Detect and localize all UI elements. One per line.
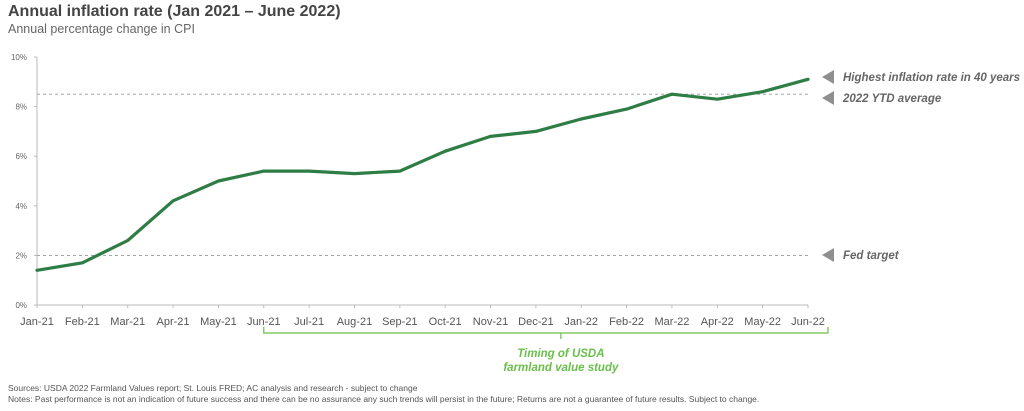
- x-tick-label: May-21: [200, 316, 237, 328]
- inflation-series-line: [35, 77, 810, 272]
- x-tick-label: Feb-21: [65, 316, 100, 328]
- annotation-arrow-icon: [822, 70, 834, 84]
- annotation-label: Fed target: [843, 250, 900, 262]
- usda-study-bracket: [263, 327, 829, 339]
- data-point: [534, 130, 538, 133]
- chart-subtitle: Annual percentage change in CPI: [8, 22, 195, 36]
- data-point: [670, 92, 674, 96]
- x-tick-label: Apr-21: [157, 316, 190, 328]
- annotation-arrow-icon: [822, 248, 834, 262]
- x-tick-label: Jan-21: [20, 316, 54, 328]
- x-tick-label: Sep-21: [382, 316, 417, 328]
- bracket-label-line1: Timing of USDA: [517, 348, 604, 360]
- data-point: [171, 199, 175, 203]
- data-point: [307, 169, 311, 173]
- y-tick-label: 4%: [15, 202, 27, 211]
- disclaimer-note: Notes: Past performance is not an indica…: [8, 394, 760, 404]
- data-point: [443, 149, 447, 153]
- x-tick-label: Feb-22: [609, 316, 644, 328]
- data-point: [489, 134, 492, 138]
- x-tick-label: May-22: [744, 316, 781, 328]
- x-tick-label: Aug-21: [337, 316, 372, 328]
- data-point: [262, 169, 266, 173]
- annotation-arrow-icon: [822, 91, 834, 105]
- data-point: [126, 239, 130, 242]
- x-tick-label: Mar-21: [110, 316, 145, 328]
- x-tick-label: Jul-21: [294, 316, 324, 328]
- data-point: [35, 268, 39, 272]
- y-tick-label: 10%: [11, 53, 27, 62]
- y-tick-label: 2%: [15, 251, 27, 260]
- data-point: [715, 97, 719, 101]
- sources-note: Sources: USDA 2022 Farmland Values repor…: [8, 383, 418, 393]
- x-tick-label: Nov-21: [473, 316, 508, 328]
- data-point: [761, 90, 765, 94]
- y-tick-label: 6%: [15, 152, 27, 161]
- data-point: [353, 172, 356, 175]
- data-point: [579, 117, 583, 121]
- data-point: [80, 261, 84, 265]
- data-point: [398, 169, 402, 173]
- y-tick-label: 8%: [15, 103, 27, 112]
- x-tick-label: Apr-22: [701, 316, 734, 328]
- data-point: [625, 107, 628, 111]
- x-tick-label: Dec-21: [518, 316, 553, 328]
- x-tick-label: Jan-22: [564, 316, 598, 328]
- annotation-label: Highest inflation rate in 40 years: [843, 72, 1020, 84]
- chart-title: Annual inflation rate (Jan 2021 – June 2…: [8, 3, 341, 20]
- x-tick-label: Oct-21: [429, 316, 462, 328]
- data-point: [217, 179, 220, 183]
- x-tick-label: Mar-22: [655, 316, 690, 328]
- x-tick-label: Jun-21: [247, 316, 281, 328]
- x-tick-label: Jun-22: [791, 316, 825, 328]
- bracket-label-line2: farmland value study: [503, 362, 619, 374]
- y-tick-label: 0%: [15, 301, 27, 310]
- annotation-label: 2022 YTD average: [842, 93, 942, 105]
- data-point: [806, 77, 810, 81]
